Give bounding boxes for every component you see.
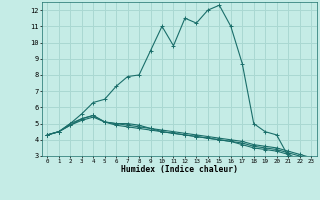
X-axis label: Humidex (Indice chaleur): Humidex (Indice chaleur): [121, 165, 238, 174]
